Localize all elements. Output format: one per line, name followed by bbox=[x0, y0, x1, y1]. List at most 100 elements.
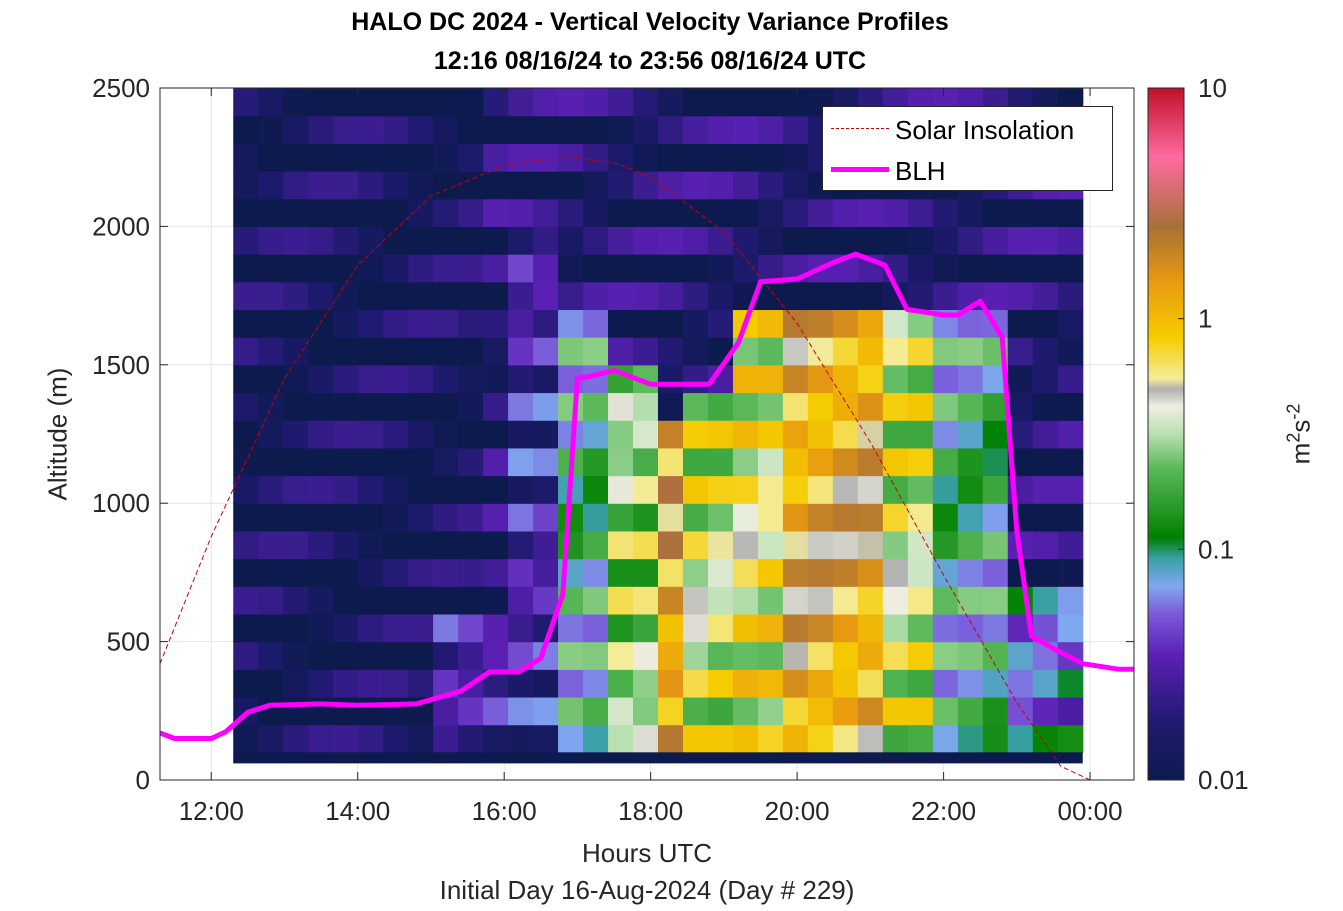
heatmap-cell bbox=[707, 171, 734, 200]
heatmap-cell bbox=[433, 475, 459, 504]
heatmap-cell bbox=[458, 392, 484, 421]
heatmap-cell bbox=[458, 171, 484, 200]
heatmap-cell bbox=[857, 613, 884, 643]
heatmap-cell bbox=[757, 281, 784, 311]
heatmap-cell bbox=[458, 613, 484, 643]
heatmap-cell bbox=[533, 669, 559, 698]
heatmap-cell bbox=[682, 281, 709, 311]
heatmap-cell bbox=[807, 447, 834, 477]
heatmap-cell bbox=[533, 337, 559, 366]
heatmap-cell bbox=[1057, 530, 1084, 560]
heatmap-cell bbox=[982, 530, 1009, 560]
heatmap-cell bbox=[283, 88, 309, 117]
heatmap-cell bbox=[932, 613, 959, 643]
heatmap-cell bbox=[333, 88, 359, 117]
heatmap-cell bbox=[533, 724, 559, 753]
heatmap-cell bbox=[433, 88, 459, 117]
heatmap-cell bbox=[782, 364, 809, 394]
heatmap-cell bbox=[258, 530, 284, 560]
heatmap-cell bbox=[807, 530, 834, 560]
heatmap-cell bbox=[682, 447, 709, 477]
heatmap-cell bbox=[508, 309, 534, 338]
heatmap-cell bbox=[982, 281, 1009, 311]
heatmap-cell bbox=[982, 586, 1009, 615]
heatmap-cell bbox=[458, 115, 484, 144]
heatmap-cell bbox=[1057, 669, 1084, 698]
heatmap-cell bbox=[283, 724, 309, 753]
heatmap-cell bbox=[657, 613, 684, 643]
heatmap-cell bbox=[583, 696, 609, 726]
heatmap-cell bbox=[757, 447, 784, 477]
heatmap-cell bbox=[258, 309, 284, 338]
heatmap-cell bbox=[657, 198, 684, 227]
heatmap-cell bbox=[408, 281, 434, 311]
heatmap-cell bbox=[832, 226, 859, 255]
heatmap-cell bbox=[657, 558, 684, 587]
heatmap-cell bbox=[258, 641, 284, 670]
heatmap-cell bbox=[358, 586, 384, 615]
y-tick-label: 1000 bbox=[92, 488, 150, 518]
heatmap-cell bbox=[882, 724, 909, 753]
heatmap-cell bbox=[1032, 420, 1059, 449]
heatmap-cell bbox=[508, 696, 534, 726]
heatmap-cell bbox=[657, 392, 684, 421]
heatmap-cell bbox=[882, 475, 909, 504]
heatmap-cell bbox=[333, 503, 359, 532]
heatmap-cell bbox=[632, 392, 659, 421]
heatmap-cell bbox=[333, 392, 359, 421]
heatmap-cell bbox=[358, 420, 384, 449]
heatmap-cell bbox=[258, 558, 284, 587]
heatmap-cell bbox=[732, 115, 759, 144]
heatmap-cell bbox=[857, 447, 884, 477]
heatmap-cell bbox=[932, 254, 959, 283]
heatmap-cell bbox=[258, 724, 284, 753]
heatmap-cell bbox=[807, 226, 834, 255]
heatmap-cell bbox=[258, 198, 284, 227]
heatmap-cell bbox=[283, 530, 309, 560]
heatmap-cell bbox=[583, 420, 609, 449]
heatmap-cell bbox=[433, 530, 459, 560]
heatmap-cell bbox=[807, 696, 834, 726]
heatmap-cell bbox=[583, 447, 609, 477]
plot-frame bbox=[159, 87, 1135, 781]
solar-insolation-line bbox=[160, 158, 1091, 780]
heatmap-cell bbox=[807, 337, 834, 366]
heatmap-cell bbox=[907, 558, 934, 587]
heatmap-cell bbox=[782, 226, 809, 255]
heatmap-cell bbox=[608, 254, 634, 283]
heatmap-cell bbox=[632, 447, 659, 477]
heatmap-cell bbox=[907, 530, 934, 560]
colorbar-axis: 0.01 0.1 1 10 bbox=[1178, 73, 1249, 795]
heatmap-cell bbox=[707, 613, 734, 643]
heatmap-cell bbox=[682, 475, 709, 504]
heatmap-cell bbox=[732, 696, 759, 726]
heatmap-cell bbox=[508, 613, 534, 643]
heatmap-cell bbox=[483, 530, 509, 560]
colorbar bbox=[1147, 87, 1185, 781]
heatmap-cell bbox=[233, 586, 259, 615]
heatmap-cell bbox=[657, 475, 684, 504]
heatmap-cell bbox=[483, 420, 509, 449]
heatmap-cell bbox=[1057, 337, 1084, 366]
heatmap-cell bbox=[233, 254, 259, 283]
colorbar-label-exp1: 2 bbox=[1283, 432, 1304, 443]
heatmap bbox=[233, 88, 1084, 764]
heatmap-cell bbox=[283, 696, 309, 726]
heatmap-cell bbox=[682, 88, 709, 117]
heatmap-cell bbox=[383, 420, 409, 449]
heatmap-cell bbox=[857, 420, 884, 449]
heatmap-cell bbox=[308, 724, 334, 753]
heatmap-cell bbox=[258, 613, 284, 643]
heatmap-cell bbox=[558, 281, 584, 311]
heatmap-cell bbox=[608, 669, 634, 698]
heatmap-cell bbox=[358, 530, 384, 560]
colorbar-tick-label: 0.1 bbox=[1198, 534, 1234, 564]
heatmap-cell bbox=[932, 392, 959, 421]
heatmap-cell bbox=[333, 420, 359, 449]
heatmap-cell bbox=[957, 558, 984, 587]
heatmap-cell bbox=[408, 669, 434, 698]
heatmap-cell bbox=[657, 724, 684, 753]
heatmap-cell bbox=[682, 171, 709, 200]
heatmap-cell bbox=[558, 613, 584, 643]
